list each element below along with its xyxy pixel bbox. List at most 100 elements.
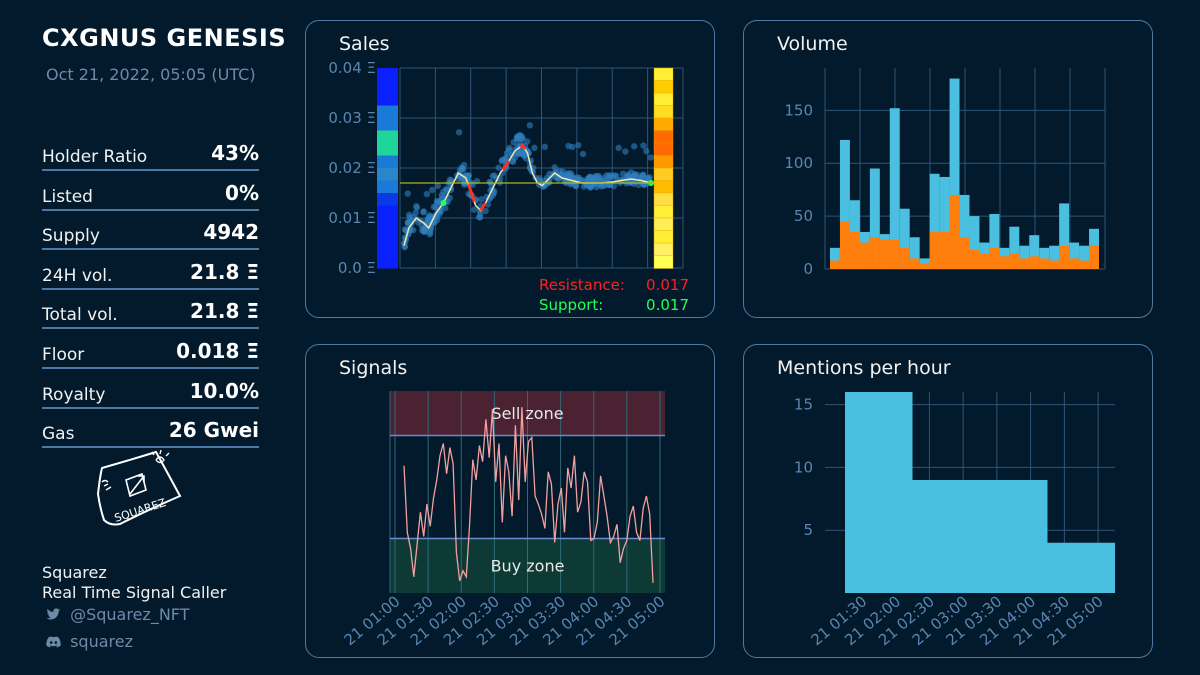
sales-point [434,182,441,190]
sales-point [531,144,538,152]
sales-point [590,176,598,184]
stat-value: 4942 [203,220,259,245]
brand-name: Squarez [42,563,107,582]
volume-bar-segment [830,260,840,269]
sales-point [421,228,428,235]
sales-point [584,182,592,189]
sales-point [603,172,610,179]
stat-label: Gas [42,424,75,445]
sales-point [524,138,531,145]
volume-bar-segment [939,231,950,269]
volume-ytick-label: 100 [784,154,813,172]
sales-point [470,206,478,213]
volume-bar-total [1059,203,1070,269]
sales-point [613,173,620,180]
stat-label: Royalty [42,384,106,405]
sales-point [456,167,464,174]
twitter-link[interactable]: @Squarez_NFT [46,605,189,624]
volume-title: Volume [777,33,848,55]
volume-bar-segment [949,194,960,269]
volume-bar-segment [839,221,850,269]
sales-point [622,148,629,155]
stat-value: 21.8 Ξ [190,259,259,284]
sales-resistance-heat-cell [653,92,674,107]
signals-panel [305,344,715,658]
collection-title: CXGNUS GENESIS [42,24,287,52]
stat-value: 0.018 Ξ [176,338,259,363]
sales-resistance-hit [519,143,527,151]
sales-support-heat-cell [377,93,398,106]
mentions-ytick-label: 10 [794,458,813,476]
resistance-label: Resistance: [539,276,625,294]
stat-gas: Gas 26 Gwei [42,410,259,449]
volume-bar-total [939,176,950,269]
sales-point [404,190,411,197]
brand-block: Squarez Real Time Signal Caller [42,563,226,603]
sales-point [423,190,431,198]
sales-point [476,214,484,221]
timestamp: Oct 21, 2022, 05:05 (UTC) [46,65,256,84]
volume-bar-segment [929,231,940,269]
sales-support-hit [440,200,447,206]
stat-value: 26 Gwei [168,418,259,443]
sales-point [405,211,413,219]
twitter-icon [46,608,61,620]
stat-holder-ratio: Holder Ratio 43% [42,133,259,171]
volume-bar-segment [859,242,870,269]
sales-support-heat-cell [377,143,398,156]
logo-text: SQUAREZ [113,496,168,525]
volume-bar-total [1009,226,1020,269]
sales-resistance-heat-cell [653,192,674,207]
sales-resistance-heat-cell [653,255,674,269]
sales-resistance-heat-cell [653,105,674,119]
sales-title: Sales [339,33,390,55]
volume-bar-segment [1019,258,1030,269]
stat-value: 43% [211,141,259,165]
volume-bar-segment [999,256,1010,269]
sales-ytick-label: 0.04 Ξ [328,59,376,77]
volume-bar-segment [889,239,900,269]
sales-point [510,139,517,146]
sales-resistance-heat-cell [653,142,674,157]
sales-support-heat-cell [377,193,398,206]
sales-resistance-heat-cell [653,230,674,244]
volume-bar-segment [849,231,860,269]
mentions-ytick-label: 15 [794,396,813,414]
volume-bar-total [830,247,840,269]
volume-bar-segment [1009,253,1020,269]
volume-bar-total [899,208,910,269]
stat-value: 0% [225,180,259,205]
sales-point [509,158,516,165]
stat-value: 21.8 Ξ [190,299,259,324]
volume-bar-segment [1059,245,1070,269]
sales-point [519,135,526,142]
sales-point [455,129,463,136]
sales-point [579,150,587,158]
sales-point [482,207,489,215]
volume-bar-segment [1079,260,1090,269]
sales-resistance-hit [479,202,487,212]
stat-label: 24H vol. [42,265,113,286]
discord-link[interactable]: squarez [46,632,133,651]
volume-bar-segment [1089,245,1099,269]
sell-zone-label: Sell zone [491,404,563,423]
sales-point [506,144,513,152]
sales-point [495,164,502,171]
support-value: 0.017 [646,296,689,314]
sales-point [460,161,468,169]
sales-point [644,174,652,182]
volume-bar-total [1019,245,1030,269]
sales-panel [305,20,715,318]
sales-point [615,144,622,152]
volume-bar-total [989,213,1000,269]
stat-24h-volume: 24H vol. 21.8 Ξ [42,252,259,290]
mentions-area [845,392,1115,593]
sales-support-heat-cell [377,80,398,94]
sales-point [647,154,654,161]
sales-point [585,176,593,184]
sales-support-heat-cell [377,243,398,256]
stat-label: Total vol. [42,305,118,326]
sales-point [446,194,453,202]
volume-bar-segment [979,253,990,269]
